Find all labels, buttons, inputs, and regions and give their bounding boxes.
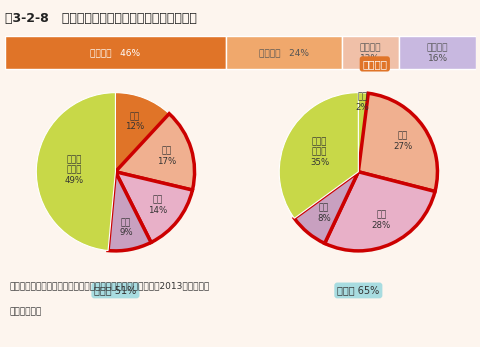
Text: 運輸部門   24%: 運輸部門 24% bbox=[258, 49, 308, 57]
Wedge shape bbox=[294, 172, 358, 243]
Text: 電灯・
機器他
35%: 電灯・ 機器他 35% bbox=[309, 137, 328, 167]
Wedge shape bbox=[115, 172, 192, 243]
Text: 冷房
2%: 冷房 2% bbox=[355, 93, 369, 112]
Text: 資料：日本エネルギー経済研究所『エネルギー・経済統計要覧2013』より環境: 資料：日本エネルギー経済研究所『エネルギー・経済統計要覧2013』より環境 bbox=[10, 281, 209, 290]
Text: 家庭部門: 家庭部門 bbox=[361, 59, 386, 69]
Wedge shape bbox=[115, 114, 194, 190]
Bar bbox=[5, 36, 226, 69]
Wedge shape bbox=[36, 93, 115, 251]
Bar bbox=[226, 36, 341, 69]
Text: 幨房
9%: 幨房 9% bbox=[119, 218, 132, 237]
Wedge shape bbox=[324, 172, 434, 251]
Bar bbox=[398, 36, 475, 69]
Text: 給湯
28%: 給湯 28% bbox=[371, 211, 390, 230]
Text: 熱需要 51%: 熱需要 51% bbox=[94, 286, 136, 295]
Text: 冷房
12%: 冷房 12% bbox=[125, 112, 144, 132]
Text: 熱需要 65%: 熱需要 65% bbox=[336, 286, 379, 295]
Text: 図3-2-8   家庭や業務部門のエネルギー消費の内訳: 図3-2-8 家庭や業務部門のエネルギー消費の内訳 bbox=[5, 12, 196, 25]
Text: 家庭部門
16%: 家庭部門 16% bbox=[426, 43, 447, 62]
Wedge shape bbox=[279, 93, 358, 218]
Text: 暖房
17%: 暖房 17% bbox=[157, 146, 176, 166]
Text: 給湯
14%: 給湯 14% bbox=[148, 195, 167, 215]
Wedge shape bbox=[358, 93, 368, 172]
Text: 産業部門   46%: 産業部門 46% bbox=[90, 49, 140, 57]
Text: 電灯・
機器他
49%: 電灯・ 機器他 49% bbox=[65, 155, 84, 185]
Wedge shape bbox=[358, 93, 436, 192]
Text: 業務部門
12%: 業務部門 12% bbox=[359, 43, 380, 62]
Wedge shape bbox=[115, 93, 169, 172]
Text: 省作成: 省作成 bbox=[10, 307, 42, 316]
Text: 暖房
27%: 暖房 27% bbox=[392, 132, 412, 151]
Wedge shape bbox=[108, 172, 151, 251]
Text: 幨房
8%: 幨房 8% bbox=[316, 204, 330, 223]
Bar bbox=[341, 36, 398, 69]
